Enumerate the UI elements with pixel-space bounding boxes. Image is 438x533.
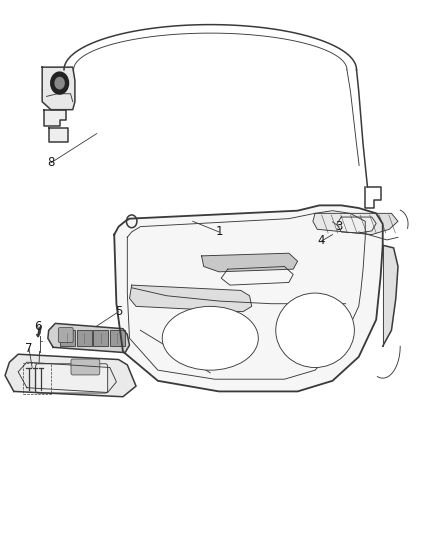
Text: 7: 7: [25, 342, 33, 356]
Polygon shape: [130, 285, 252, 312]
Polygon shape: [44, 110, 66, 126]
Text: 4: 4: [318, 235, 325, 247]
FancyBboxPatch shape: [71, 359, 100, 375]
Text: 1: 1: [215, 225, 223, 238]
Bar: [22, 364, 51, 394]
FancyBboxPatch shape: [58, 328, 73, 343]
FancyBboxPatch shape: [77, 330, 92, 346]
Polygon shape: [201, 253, 297, 272]
Circle shape: [54, 77, 65, 90]
Text: 5: 5: [115, 305, 122, 318]
Polygon shape: [5, 354, 136, 397]
FancyBboxPatch shape: [110, 330, 125, 346]
Polygon shape: [313, 213, 398, 235]
FancyBboxPatch shape: [35, 364, 108, 393]
Circle shape: [50, 71, 69, 95]
Polygon shape: [48, 324, 130, 353]
Text: 6: 6: [34, 320, 42, 333]
Ellipse shape: [162, 306, 258, 370]
Ellipse shape: [276, 293, 354, 368]
Polygon shape: [49, 128, 68, 142]
Polygon shape: [337, 217, 376, 233]
FancyBboxPatch shape: [60, 330, 75, 346]
Polygon shape: [114, 205, 383, 391]
Text: 8: 8: [47, 156, 55, 169]
Polygon shape: [383, 245, 398, 346]
Polygon shape: [42, 67, 75, 110]
FancyBboxPatch shape: [93, 330, 108, 346]
Text: 3: 3: [336, 220, 343, 233]
